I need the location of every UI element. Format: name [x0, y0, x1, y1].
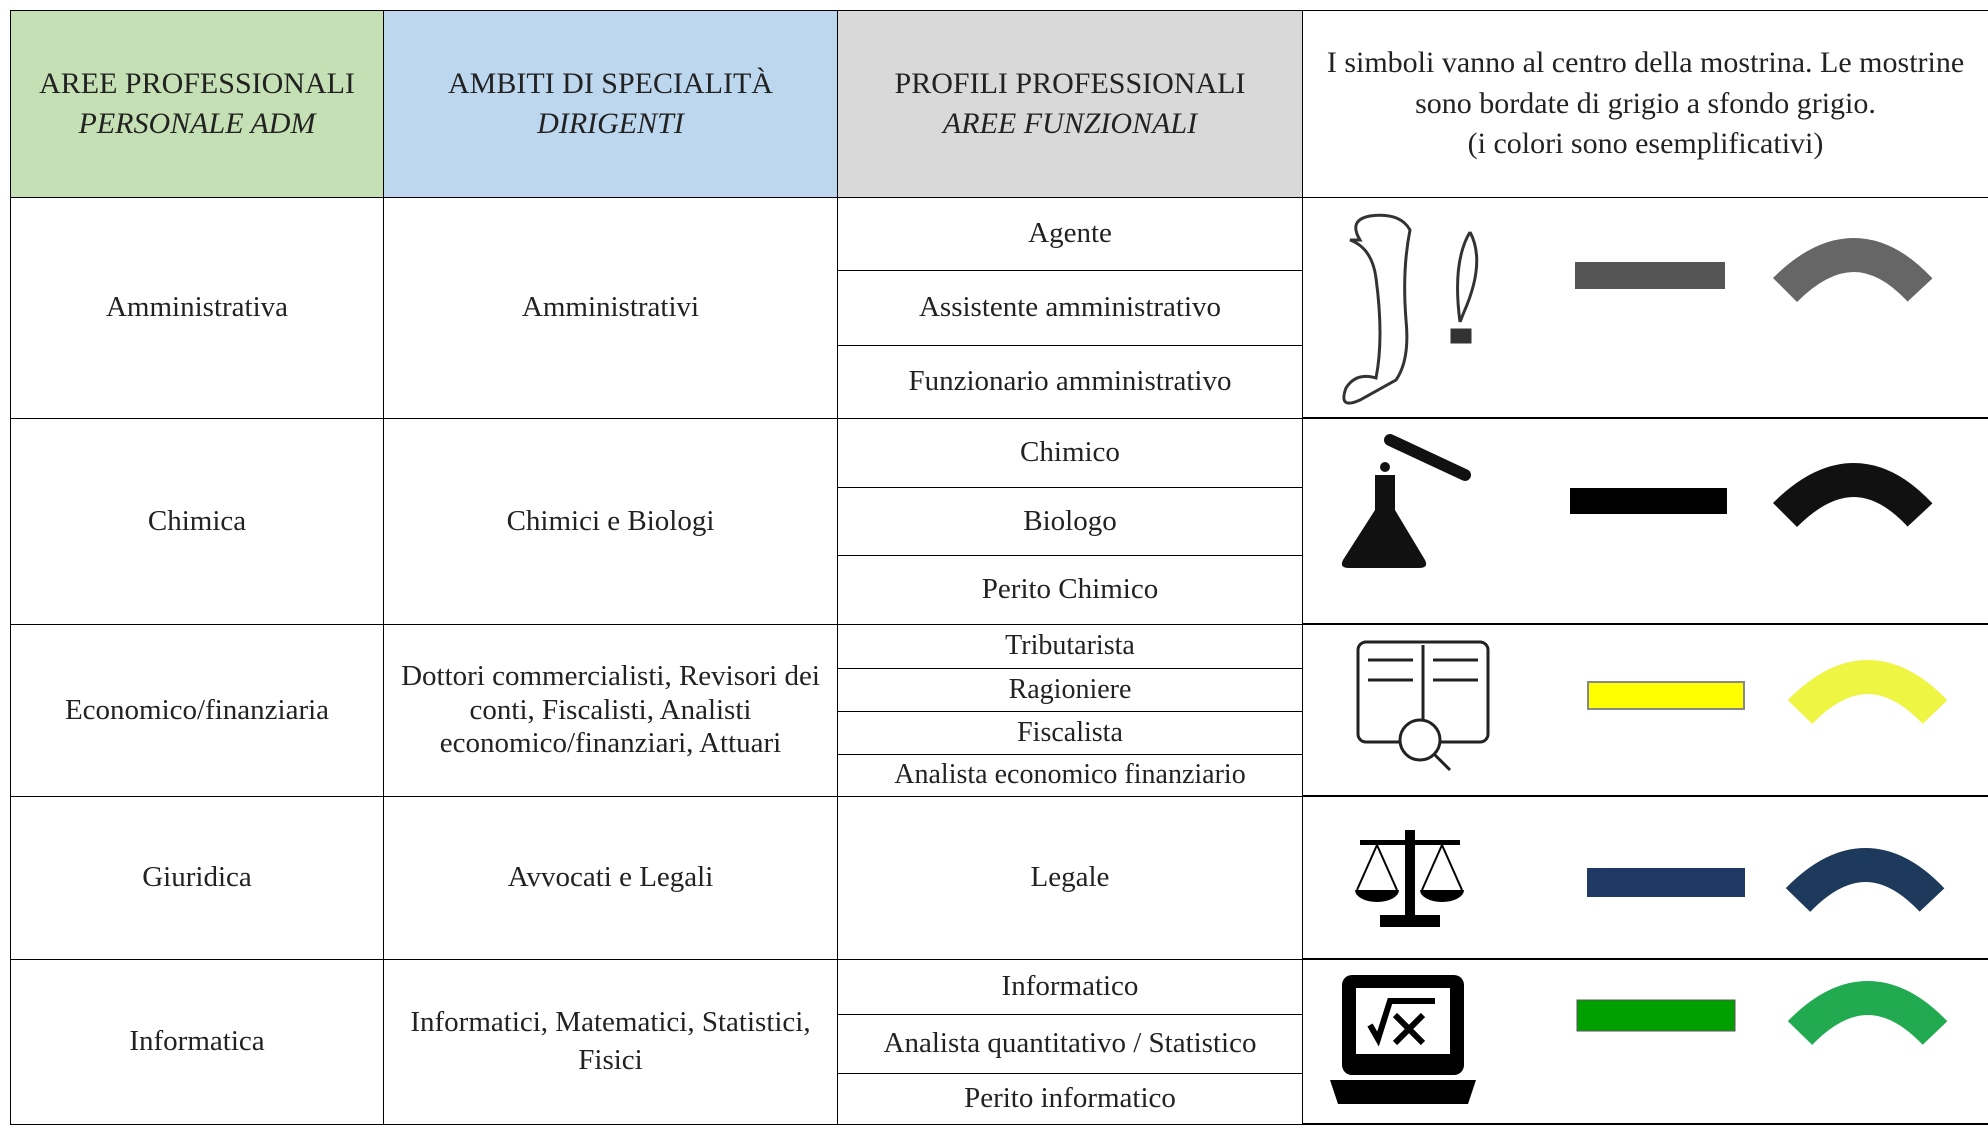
row-line: [1302, 958, 1988, 960]
profilo-cell: Funzionario amministrativo: [837, 345, 1303, 419]
icon-scales: [1355, 830, 1464, 927]
bar: [1570, 488, 1727, 514]
icon-laptop: [1330, 975, 1476, 1104]
ambiti-cell: Dottori commercialisti, Revisori dei con…: [383, 624, 838, 797]
header-cell: I simboli vanno al centro della mostrina…: [1302, 10, 1988, 198]
area-cell: Amministrativa: [10, 197, 384, 419]
profilo-cell: Fiscalista: [837, 711, 1303, 755]
profilo-cell: Agente: [837, 197, 1303, 271]
profilo-cell: Assistente amministrativo: [837, 270, 1303, 346]
arc: [1787, 660, 1948, 725]
row-line: [1302, 417, 1988, 419]
header-subtitle: PERSONALE ADM: [78, 107, 316, 140]
header-subtitle: AREE FUNZIONALI: [942, 107, 1198, 140]
profilo-cell: Analista economico finanziario: [837, 754, 1303, 797]
ambiti-cell: Avvocati e Legali: [383, 796, 838, 960]
bar: [1576, 999, 1736, 1032]
bar: [1587, 681, 1745, 710]
icon-flask: [1341, 434, 1471, 568]
profilo-cell: Ragioniere: [837, 668, 1303, 712]
profilo-cell: Tributarista: [837, 624, 1303, 669]
row-line: [1302, 795, 1988, 797]
icon-scroll: [1342, 213, 1479, 405]
row-line: [1302, 623, 1988, 625]
arc: [1772, 238, 1933, 303]
header-title: AREE PROFESSIONALI: [39, 66, 355, 100]
header-cell: AREE PROFESSIONALI PERSONALE ADM: [10, 10, 384, 198]
arc: [1785, 848, 1945, 913]
area-cell: Giuridica: [10, 796, 384, 960]
header-title: AMBITI DI SPECIALITÀ: [448, 66, 773, 100]
icon-book: [1356, 640, 1490, 772]
arc: [1772, 463, 1933, 528]
header-title: PROFILI PROFESSIONALI: [894, 66, 1246, 100]
profilo-cell: Legale: [837, 796, 1303, 960]
header-cell: PROFILI PROFESSIONALI AREE FUNZIONALI: [837, 10, 1303, 198]
header-note: I simboli vanno al centro della mostrina…: [1326, 46, 1965, 120]
bar: [1575, 262, 1725, 289]
profilo-cell: Perito informatico: [837, 1073, 1303, 1125]
area-cell: Informatica: [10, 959, 384, 1125]
area-cell: Economico/finanziaria: [10, 624, 384, 797]
header-subtitle: DIRIGENTI: [537, 107, 684, 140]
header-note-sub: (i colori sono esemplificativi): [1467, 127, 1824, 161]
ambiti-cell: Chimici e Biologi: [383, 418, 838, 625]
bar: [1587, 868, 1745, 897]
profilo-cell: Informatico: [837, 959, 1303, 1015]
ambiti-cell: Informatici, Matematici, Statistici, Fis…: [383, 959, 838, 1125]
header-cell: AMBITI DI SPECIALITÀ DIRIGENTI: [383, 10, 838, 198]
profilo-cell: Perito Chimico: [837, 555, 1303, 625]
profilo-cell: Analista quantitativo / Statistico: [837, 1014, 1303, 1074]
area-cell: Chimica: [10, 418, 384, 625]
profilo-cell: Chimico: [837, 418, 1303, 488]
arc: [1787, 981, 1948, 1046]
profilo-cell: Biologo: [837, 487, 1303, 556]
ambiti-cell: Amministrativi: [383, 197, 838, 419]
